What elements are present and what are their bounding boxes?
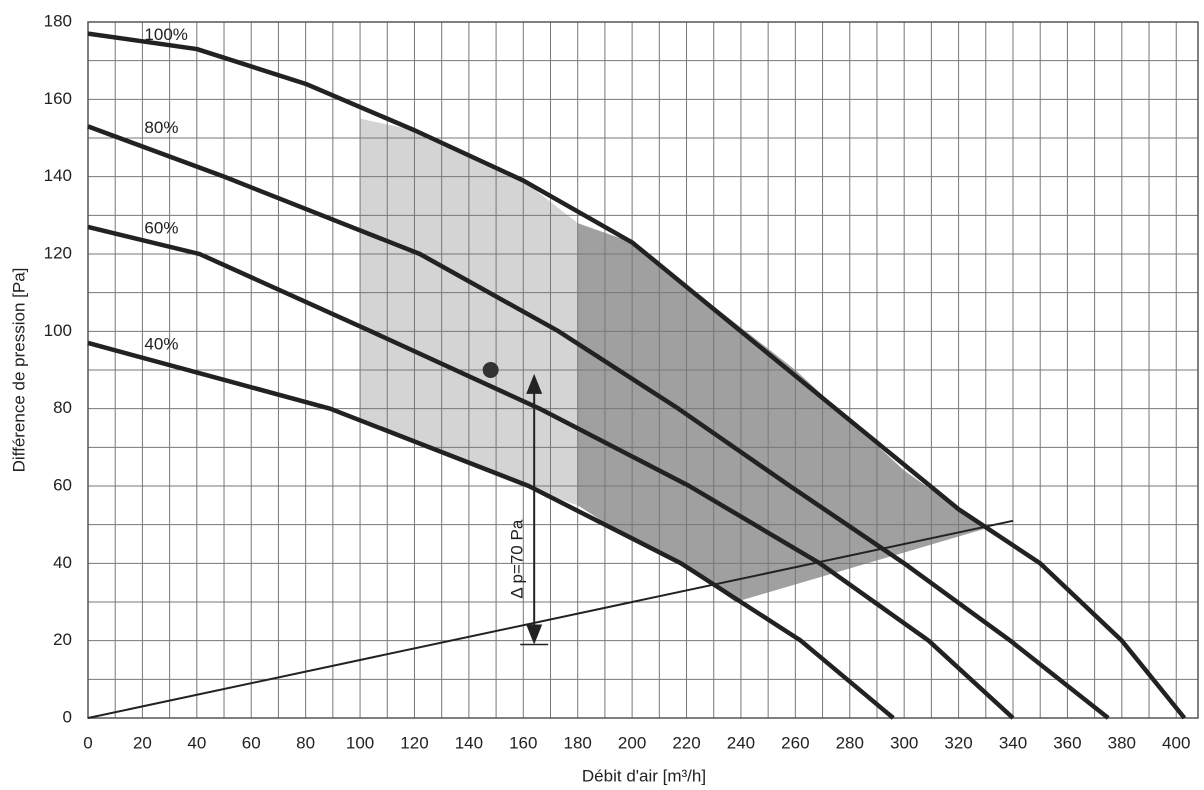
series-label: 60% bbox=[144, 218, 178, 237]
curve bbox=[87, 519, 1014, 719]
curve bbox=[87, 224, 1015, 720]
operating-point bbox=[482, 362, 499, 378]
x-tick-label: 60 bbox=[242, 733, 261, 752]
x-tick-label: 0 bbox=[83, 733, 92, 752]
curve bbox=[87, 340, 895, 720]
y-tick-label: 0 bbox=[63, 707, 72, 726]
arrow-head bbox=[526, 624, 543, 645]
shaded-region bbox=[577, 223, 986, 603]
series-label: 40% bbox=[144, 334, 178, 353]
y-tick-label: 120 bbox=[44, 243, 72, 262]
curve bbox=[87, 124, 1110, 720]
x-axis-label: Débit d'air [m³/h] bbox=[582, 766, 706, 785]
y-tick-label: 160 bbox=[44, 89, 72, 108]
x-tick-label: 360 bbox=[1053, 733, 1081, 752]
x-tick-label: 380 bbox=[1108, 733, 1136, 752]
series-label: 100% bbox=[144, 25, 187, 44]
x-tick-label: 320 bbox=[944, 733, 972, 752]
y-tick-label: 80 bbox=[53, 398, 72, 417]
x-tick-label: 160 bbox=[509, 733, 537, 752]
x-tick-label: 120 bbox=[400, 733, 428, 752]
x-tick-label: 220 bbox=[672, 733, 700, 752]
x-tick-label: 400 bbox=[1162, 733, 1190, 752]
x-tick-label: 280 bbox=[836, 733, 864, 752]
x-tick-label: 200 bbox=[618, 733, 646, 752]
arrow-head bbox=[526, 373, 543, 394]
x-tick-label: 100 bbox=[346, 733, 374, 752]
y-tick-label: 100 bbox=[44, 321, 72, 340]
y-axis-label: Différence de pression [Pa] bbox=[9, 268, 28, 473]
y-tick-label: 60 bbox=[53, 475, 72, 494]
x-tick-label: 260 bbox=[781, 733, 809, 752]
x-tick-label: 340 bbox=[999, 733, 1027, 752]
x-tick-label: 240 bbox=[727, 733, 755, 752]
y-tick-label: 180 bbox=[44, 11, 72, 30]
y-tick-label: 40 bbox=[53, 553, 72, 572]
curve bbox=[87, 31, 1187, 720]
series-label: 80% bbox=[144, 118, 178, 137]
y-tick-label: 20 bbox=[53, 630, 72, 649]
x-tick-label: 80 bbox=[296, 733, 315, 752]
y-tick-label: 140 bbox=[44, 166, 72, 185]
x-tick-label: 180 bbox=[564, 733, 592, 752]
plot-border bbox=[87, 21, 1199, 719]
x-tick-label: 300 bbox=[890, 733, 918, 752]
x-tick-label: 40 bbox=[187, 733, 206, 752]
x-tick-label: 140 bbox=[455, 733, 483, 752]
delta-label: Δ p=70 Pa bbox=[508, 519, 527, 598]
x-tick-label: 20 bbox=[133, 733, 152, 752]
